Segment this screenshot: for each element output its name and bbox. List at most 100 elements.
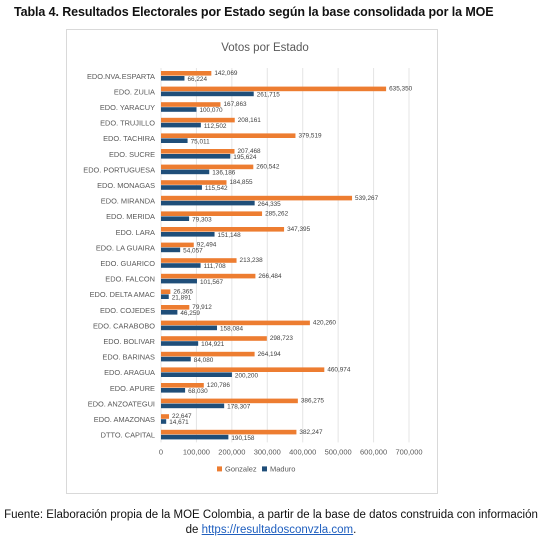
data-label-maduro: 136,186 (212, 170, 236, 177)
bar-gonzalez (161, 86, 387, 92)
source-suffix: . (353, 524, 357, 536)
category-label: EDO. ANZOATEGUI (88, 399, 155, 408)
bar-maduro (161, 278, 197, 284)
bar-gonzalez (161, 258, 237, 263)
bar-maduro (161, 294, 169, 299)
bar-maduro (161, 200, 255, 206)
x-tick-label: 0 (159, 447, 163, 456)
data-label-gonzalez: 539,267 (355, 195, 379, 202)
category-label: EDO. LARA (116, 228, 155, 237)
data-label-gonzalez: 184,855 (229, 179, 253, 186)
bar-gonzalez (161, 164, 254, 170)
bar-maduro (161, 388, 186, 393)
bar-gonzalez (161, 351, 255, 357)
data-label-maduro: 178,307 (227, 404, 251, 411)
source-prefix: de (185, 524, 202, 536)
x-tick-label: 300,000 (254, 447, 281, 456)
data-label-maduro: 261,715 (257, 92, 281, 99)
bar-gonzalez (161, 117, 235, 123)
bar-maduro (161, 154, 231, 159)
x-tick-label: 500,000 (325, 447, 352, 456)
data-label-gonzalez: 92,494 (197, 242, 217, 249)
data-label-maduro: 100,070 (199, 107, 223, 114)
legend-swatch-gonzalez (217, 466, 222, 472)
category-label: EDO. COJEDES (100, 306, 155, 315)
legend-swatch-maduro (262, 466, 267, 472)
category-label: EDO. CARABOBO (93, 321, 155, 330)
source-link[interactable]: https://resultadosconvzla.com (201, 524, 354, 536)
category-label: DTTO. CAPITAL (101, 431, 155, 440)
bar-gonzalez (161, 102, 221, 107)
x-tick-label: 400,000 (289, 447, 316, 456)
bar-maduro (161, 216, 190, 221)
bar-maduro (161, 372, 232, 377)
category-label: EDO. LA GUAIRA (96, 243, 155, 252)
category-label: EDO. YARACUY (100, 103, 155, 112)
data-label-gonzalez: 420,260 (313, 320, 337, 327)
source-note-line2: de https://resultadosconvzla.com. (0, 523, 542, 538)
bar-gonzalez (161, 211, 263, 216)
data-label-gonzalez: 264,194 (258, 351, 282, 358)
bar-maduro (161, 138, 188, 143)
category-label: EDO. MERIDA (106, 212, 155, 221)
bar-maduro (161, 419, 167, 424)
data-label-gonzalez: 207,468 (238, 148, 262, 155)
data-label-gonzalez: 79,912 (192, 304, 212, 311)
category-label: EDO. MONAGAS (97, 181, 155, 190)
bar-maduro (161, 185, 202, 190)
data-label-gonzalez: 382,247 (299, 429, 323, 436)
source-note-line1: Fuente: Elaboración propia de la MOE Col… (4, 509, 538, 521)
legend-label-maduro: Maduro (270, 464, 295, 473)
bar-gonzalez (161, 429, 297, 435)
bar-gonzalez (161, 305, 190, 310)
data-label-gonzalez: 379,519 (298, 132, 322, 139)
data-label-gonzalez: 142,069 (214, 70, 238, 77)
data-label-maduro: 54,057 (183, 248, 203, 255)
data-label-gonzalez: 208,161 (238, 117, 262, 124)
category-label: EDO. AMAZONAS (94, 415, 155, 424)
category-label: EDO. BOLIVAR (103, 337, 155, 346)
category-label: EDO.NVA.ESPARTA (87, 72, 155, 81)
data-label-gonzalez: 285,262 (265, 210, 289, 217)
data-label-maduro: 112,502 (204, 123, 227, 130)
bar-maduro (161, 310, 178, 315)
x-tick-label: 100,000 (183, 447, 210, 456)
bar-gonzalez (161, 195, 353, 201)
bar-maduro (161, 232, 215, 237)
category-label: EDO. ARAGUA (104, 368, 155, 377)
bar-maduro (161, 325, 218, 331)
bar-maduro (161, 247, 181, 253)
bar-maduro (161, 169, 210, 175)
category-label: EDO. SUCRE (109, 150, 155, 159)
bar-gonzalez (161, 336, 267, 341)
category-label: EDO. APURE (110, 384, 155, 393)
data-label-gonzalez: 22,647 (172, 413, 192, 420)
bar-maduro (161, 107, 197, 112)
data-label-gonzalez: 120,786 (207, 382, 231, 389)
bar-maduro (161, 122, 201, 128)
data-label-maduro: 75,011 (191, 138, 211, 145)
data-label-maduro: 158,084 (220, 326, 244, 333)
bar-maduro (161, 76, 185, 81)
bar-gonzalez (161, 180, 227, 185)
bar-maduro (161, 403, 225, 409)
data-label-maduro: 104,921 (201, 341, 225, 348)
category-label: EDO. GUARICO (100, 259, 155, 268)
bar-gonzalez (161, 289, 171, 294)
data-label-maduro: 79,303 (192, 216, 212, 223)
data-label-maduro: 101,567 (200, 279, 224, 286)
data-label-gonzalez: 386,275 (301, 398, 325, 405)
bar-gonzalez (161, 367, 325, 372)
data-label-maduro: 84,080 (194, 357, 214, 364)
votes-bar-chart: Votos por Estado 0 100,000 200,000 300,000 40… (83, 42, 422, 473)
category-label: EDO. MIRANDA (101, 197, 155, 206)
category-label: EDO. DELTA AMAC (90, 290, 156, 299)
bar-gonzalez (161, 242, 194, 248)
bar-gonzalez (161, 383, 204, 388)
table-title: Tabla 4. Resultados Electorales por Esta… (14, 5, 494, 19)
data-label-maduro: 195,624 (233, 154, 257, 161)
data-label-gonzalez: 298,723 (270, 335, 294, 342)
bar-maduro (161, 356, 191, 362)
category-label: EDO. PORTUGUESA (83, 165, 155, 174)
chart-title: Votos por Estado (221, 42, 309, 54)
